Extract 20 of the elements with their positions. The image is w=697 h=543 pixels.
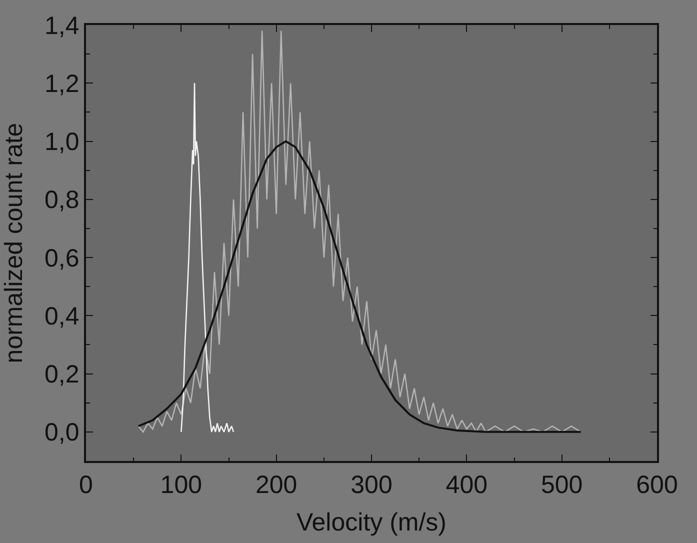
x-tick-label: 600 — [636, 470, 678, 499]
x-tick-label: 100 — [160, 470, 202, 499]
x-tick-label: 300 — [350, 470, 392, 499]
y-axis-title: normalized count rate — [0, 122, 28, 364]
y-tick-label: 1,0 — [44, 128, 80, 156]
line-series — [180, 82, 234, 433]
y-tick-label: 1,2 — [44, 70, 80, 98]
y-tick-label: 0,6 — [44, 244, 80, 272]
y-tick-label: 0,2 — [44, 360, 80, 389]
x-tick-label: 400 — [446, 470, 488, 499]
line-series — [138, 30, 582, 433]
x-axis-title: Velocity (m/s) — [296, 508, 447, 536]
line-series — [137, 140, 582, 433]
y-tick-label: 0,8 — [44, 186, 80, 214]
x-tick-label: 200 — [255, 470, 298, 499]
y-tick-label: 0,4 — [44, 302, 80, 330]
x-tick-label: 0 — [79, 470, 93, 499]
y-tick-label: 0,0 — [44, 418, 80, 447]
x-tick-label: 500 — [540, 470, 583, 499]
y-tick-label: 1,4 — [44, 12, 80, 40]
